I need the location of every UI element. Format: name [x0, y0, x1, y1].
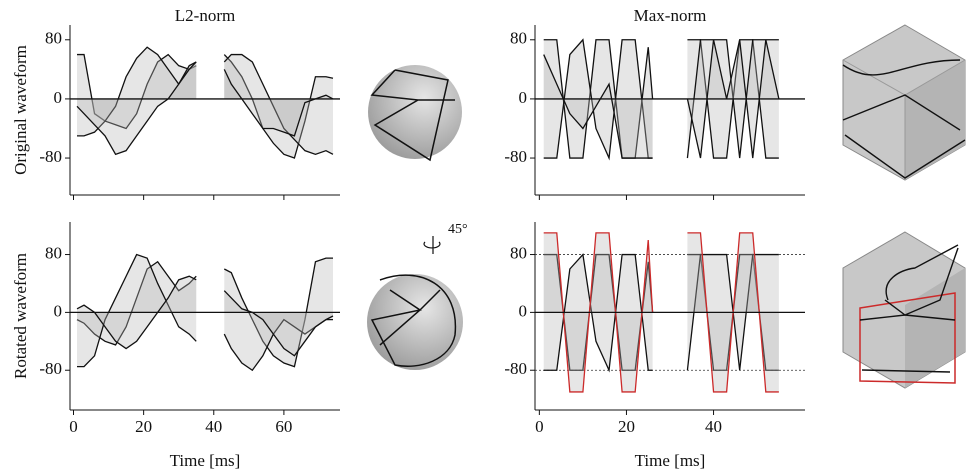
- x-tick-label: 20: [135, 417, 152, 436]
- waveform-area: [543, 254, 779, 371]
- waveform-area: [77, 47, 333, 155]
- rotation-annotation: 45°: [448, 222, 468, 237]
- cube-bottom: [842, 231, 966, 389]
- sphere-bottom: [367, 236, 463, 370]
- y-tick-label: 80: [45, 243, 62, 262]
- x-tick-label: 40: [205, 417, 222, 436]
- waveform-area: [543, 232, 779, 392]
- waveform-area: [77, 54, 333, 159]
- y-tick-label: -80: [39, 147, 62, 166]
- x-tick-label: 20: [618, 417, 635, 436]
- x-tick-label: 0: [69, 417, 78, 436]
- y-tick-label: 0: [54, 88, 63, 107]
- y-tick-label: -80: [39, 359, 62, 378]
- x-axis-label: Time [ms]: [635, 451, 706, 470]
- y-tick-label: -80: [504, 359, 527, 378]
- y-tick-label: 80: [510, 243, 527, 262]
- waveform-area: [77, 61, 333, 155]
- waveform-line: [77, 53, 334, 159]
- sphere-top: [368, 65, 462, 162]
- waveform-line: [76, 257, 333, 368]
- y-tick-label: 0: [519, 88, 528, 107]
- waveform-area: [543, 39, 779, 159]
- y-tick-label: 80: [510, 29, 527, 48]
- y-tick-label: 0: [519, 301, 528, 320]
- x-axis-label: Time [ms]: [170, 451, 241, 470]
- y-tick-label: 80: [45, 29, 62, 48]
- waveform-area: [543, 254, 779, 371]
- waveform-area: [77, 258, 333, 367]
- waveform-area: [77, 254, 333, 371]
- waveform-area: [77, 276, 333, 356]
- y-tick-label: 0: [54, 301, 63, 320]
- x-tick-label: 60: [275, 417, 292, 436]
- panel-title: Max-norm: [634, 6, 707, 25]
- y-axis-label: Rotated waveform: [11, 253, 30, 379]
- y-axis-label: Original waveform: [11, 45, 30, 175]
- cube-top: [842, 24, 966, 181]
- x-tick-label: 0: [535, 417, 544, 436]
- panel-title: L2-norm: [175, 6, 235, 25]
- y-tick-label: -80: [504, 147, 527, 166]
- x-tick-label: 40: [705, 417, 722, 436]
